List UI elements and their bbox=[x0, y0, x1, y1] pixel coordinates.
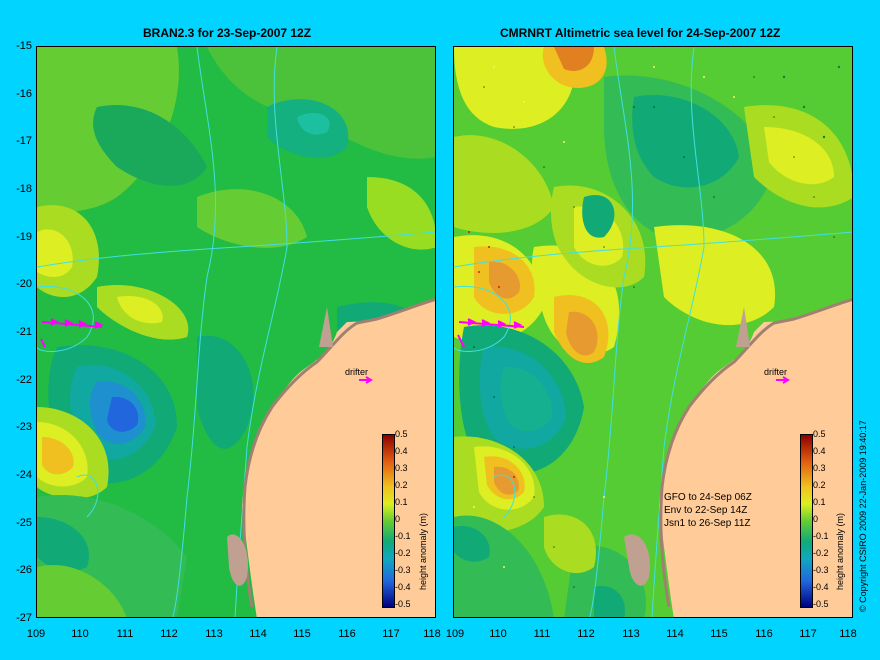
satellite-note: GFO to 24-Sep 06Z bbox=[664, 492, 752, 503]
x-tick: 110 bbox=[489, 628, 507, 640]
colorbar-tick: 0.2 bbox=[813, 480, 826, 490]
y-tick: -16 bbox=[16, 88, 32, 100]
y-tick: -26 bbox=[16, 564, 32, 576]
track-dots-green bbox=[632, 65, 841, 139]
right-map-panel: drifter GFO to 24-Sep 06Z Env to 22-Sep … bbox=[453, 46, 853, 618]
x-tick: 110 bbox=[71, 628, 89, 640]
colorbar-tick: -0.3 bbox=[813, 565, 829, 575]
x-tick: 118 bbox=[423, 628, 441, 640]
track-dots-yellow bbox=[473, 66, 735, 568]
x-tick: 116 bbox=[338, 628, 356, 640]
drifter-track bbox=[457, 318, 525, 348]
y-tick: -20 bbox=[16, 278, 32, 290]
drifter-label: drifter bbox=[345, 367, 369, 377]
colorbar-gradient bbox=[382, 434, 395, 608]
colorbar-tick: 0 bbox=[395, 514, 401, 524]
colorbar-tick: 0.1 bbox=[813, 497, 826, 507]
colorbar-tick: -0.4 bbox=[813, 582, 829, 592]
drifter-legend-arrow bbox=[359, 376, 373, 384]
y-tick: -27 bbox=[16, 612, 32, 624]
left-map-canvas bbox=[37, 47, 435, 617]
x-tick: 113 bbox=[622, 628, 640, 640]
colorbar-tick: -0.3 bbox=[395, 565, 411, 575]
x-tick: 114 bbox=[249, 628, 267, 640]
colorbar-title: height anomaly (m) bbox=[835, 512, 845, 590]
right-panel-title: CMRNRT Altimetric sea level for 24-Sep-2… bbox=[500, 26, 781, 40]
colorbar-gradient bbox=[800, 434, 813, 608]
satellite-note: Env to 22-Sep 14Z bbox=[664, 505, 748, 516]
y-tick: -15 bbox=[16, 40, 32, 52]
colorbar-tick: -0.5 bbox=[813, 599, 829, 609]
right-map-canvas bbox=[454, 47, 852, 617]
x-tick: 109 bbox=[26, 628, 46, 640]
left-map-panel: drifter bbox=[36, 46, 436, 618]
y-tick: -19 bbox=[16, 231, 32, 243]
colorbar-tick: -0.1 bbox=[813, 531, 829, 541]
track-dots-red bbox=[468, 231, 515, 478]
colorbar-tick: -0.5 bbox=[395, 599, 411, 609]
colorbar-tick: 0.5 bbox=[395, 429, 408, 439]
colorbar-tick: 0.5 bbox=[813, 429, 826, 439]
y-tick: -23 bbox=[16, 421, 32, 433]
x-tick: 116 bbox=[755, 628, 773, 640]
colorbar-tick: -0.2 bbox=[813, 548, 829, 558]
drifter-label: drifter bbox=[764, 367, 788, 377]
y-tick: -18 bbox=[16, 183, 32, 195]
y-tick: -25 bbox=[16, 517, 32, 529]
x-tick: 112 bbox=[577, 628, 595, 640]
x-tick: 112 bbox=[160, 628, 178, 640]
y-tick: -24 bbox=[16, 469, 32, 481]
satellite-note: Jsn1 to 26-Sep 11Z bbox=[664, 518, 751, 529]
colorbar-tick: 0 bbox=[813, 514, 819, 524]
colorbar-tick: -0.1 bbox=[395, 531, 411, 541]
colorbar-tick: 0.3 bbox=[395, 463, 408, 473]
x-tick: 115 bbox=[293, 628, 311, 640]
colorbar-tick: 0.4 bbox=[813, 446, 826, 456]
x-tick: 111 bbox=[116, 628, 134, 640]
drifter-legend-arrow bbox=[776, 376, 790, 384]
colorbar-tick: 0.1 bbox=[395, 497, 408, 507]
y-tick: -22 bbox=[16, 374, 32, 386]
x-tick: 118 bbox=[839, 628, 857, 640]
colorbar-tick: 0.3 bbox=[813, 463, 826, 473]
colorbar-tick: -0.2 bbox=[395, 548, 411, 558]
colorbar-tick: -0.4 bbox=[395, 582, 411, 592]
colorbar-title: height anomaly (m) bbox=[418, 512, 428, 590]
x-tick: 109 bbox=[445, 628, 465, 640]
x-tick: 117 bbox=[799, 628, 817, 640]
copyright-text: © Copyright CSIRO 2009 22-Jan-2009 19:40… bbox=[858, 420, 868, 612]
colorbar-tick: 0.4 bbox=[395, 446, 408, 456]
drifter-track bbox=[40, 318, 104, 348]
track-dots bbox=[473, 76, 835, 588]
colorbar-tick: 0.2 bbox=[395, 480, 408, 490]
x-tick: 113 bbox=[205, 628, 223, 640]
y-tick: -17 bbox=[16, 135, 32, 147]
left-panel-title: BRAN2.3 for 23-Sep-2007 12Z bbox=[143, 26, 312, 40]
x-tick: 114 bbox=[666, 628, 684, 640]
x-tick: 111 bbox=[533, 628, 551, 640]
x-tick: 117 bbox=[382, 628, 400, 640]
y-tick: -21 bbox=[16, 326, 32, 338]
x-tick: 115 bbox=[710, 628, 728, 640]
